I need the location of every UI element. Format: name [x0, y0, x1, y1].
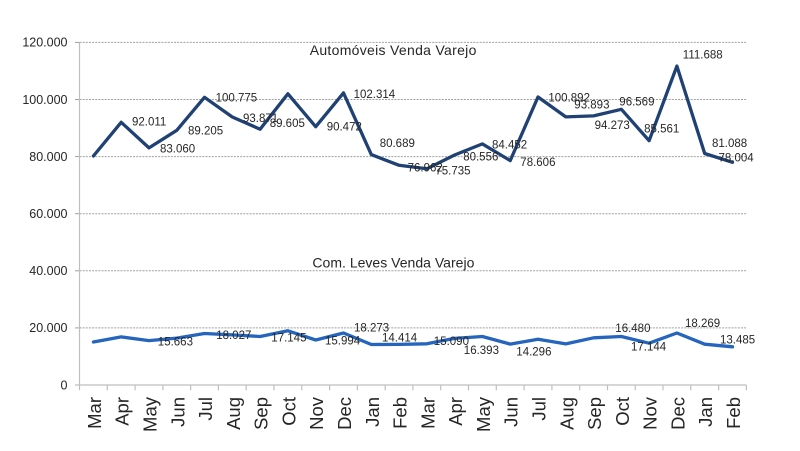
svg-text:80.556: 80.556	[463, 152, 498, 164]
svg-text:80.689: 80.689	[380, 138, 415, 150]
svg-text:Oct: Oct	[278, 397, 299, 426]
svg-text:Jul: Jul	[529, 397, 550, 421]
svg-text:18.269: 18.269	[685, 318, 720, 330]
svg-text:75.735: 75.735	[435, 166, 470, 178]
svg-text:78.606: 78.606	[520, 157, 555, 169]
svg-text:100.000: 100.000	[22, 93, 67, 107]
svg-text:Apr: Apr	[445, 397, 466, 426]
svg-text:15.090: 15.090	[434, 336, 469, 348]
svg-text:Jul: Jul	[195, 397, 216, 421]
svg-text:May: May	[140, 396, 161, 432]
svg-text:Jun: Jun	[501, 397, 522, 427]
svg-text:80.000: 80.000	[29, 150, 67, 164]
svg-text:40.000: 40.000	[29, 264, 67, 278]
svg-text:Dec: Dec	[667, 397, 688, 430]
svg-text:81.088: 81.088	[712, 138, 747, 150]
svg-text:Oct: Oct	[612, 397, 633, 426]
svg-text:76.962: 76.962	[408, 163, 443, 175]
svg-text:Jun: Jun	[167, 397, 188, 427]
svg-text:60.000: 60.000	[29, 207, 67, 221]
svg-text:Jan: Jan	[362, 397, 383, 427]
svg-text:14.296: 14.296	[516, 346, 551, 358]
svg-text:96.569: 96.569	[619, 96, 654, 108]
svg-text:78.004: 78.004	[719, 153, 755, 165]
svg-text:0: 0	[61, 378, 68, 392]
svg-text:16.480: 16.480	[615, 323, 650, 335]
svg-text:20.000: 20.000	[29, 321, 67, 335]
svg-text:90.472: 90.472	[327, 122, 362, 134]
svg-text:18.273: 18.273	[354, 323, 389, 335]
svg-text:84.452: 84.452	[492, 139, 527, 151]
svg-text:Nov: Nov	[306, 396, 327, 430]
svg-text:100.892: 100.892	[548, 93, 590, 105]
svg-text:Mar: Mar	[84, 397, 105, 429]
svg-text:Feb: Feb	[390, 397, 411, 429]
svg-text:13.485: 13.485	[720, 335, 755, 347]
svg-text:Jan: Jan	[695, 397, 716, 427]
svg-text:89.605: 89.605	[270, 118, 305, 130]
svg-text:89.205: 89.205	[188, 126, 223, 138]
svg-text:83.060: 83.060	[160, 143, 195, 155]
svg-text:17.145: 17.145	[271, 333, 306, 345]
svg-text:Aug: Aug	[223, 397, 244, 430]
svg-text:14.414: 14.414	[382, 333, 418, 345]
svg-text:Mar: Mar	[417, 397, 438, 429]
svg-text:16.393: 16.393	[464, 345, 499, 357]
svg-text:92.011: 92.011	[132, 117, 166, 129]
svg-text:Sep: Sep	[584, 397, 605, 430]
svg-text:111.688: 111.688	[683, 49, 723, 61]
svg-text:120.000: 120.000	[22, 36, 67, 50]
svg-text:Sep: Sep	[251, 397, 272, 430]
svg-text:Apr: Apr	[112, 397, 133, 426]
svg-text:Feb: Feb	[723, 397, 744, 429]
svg-text:Dec: Dec	[334, 397, 355, 430]
svg-text:Aug: Aug	[556, 397, 577, 430]
svg-text:100.775: 100.775	[216, 93, 258, 105]
svg-text:94.273: 94.273	[595, 120, 630, 132]
svg-text:May: May	[473, 396, 494, 432]
svg-text:Nov: Nov	[640, 396, 661, 430]
svg-text:85.561: 85.561	[644, 123, 679, 135]
svg-text:17.144: 17.144	[631, 342, 667, 354]
svg-text:93.893: 93.893	[574, 99, 609, 111]
svg-text:Automóveis Venda Varejo: Automóveis Venda Varejo	[310, 42, 477, 58]
svg-text:18.027: 18.027	[216, 330, 251, 342]
svg-text:102.314: 102.314	[354, 89, 396, 101]
svg-text:15.994: 15.994	[325, 336, 361, 348]
svg-text:Com. Leves Venda Varejo: Com. Leves Venda Varejo	[312, 254, 474, 270]
svg-text:93.871: 93.871	[243, 113, 278, 125]
svg-text:15.663: 15.663	[158, 337, 193, 349]
